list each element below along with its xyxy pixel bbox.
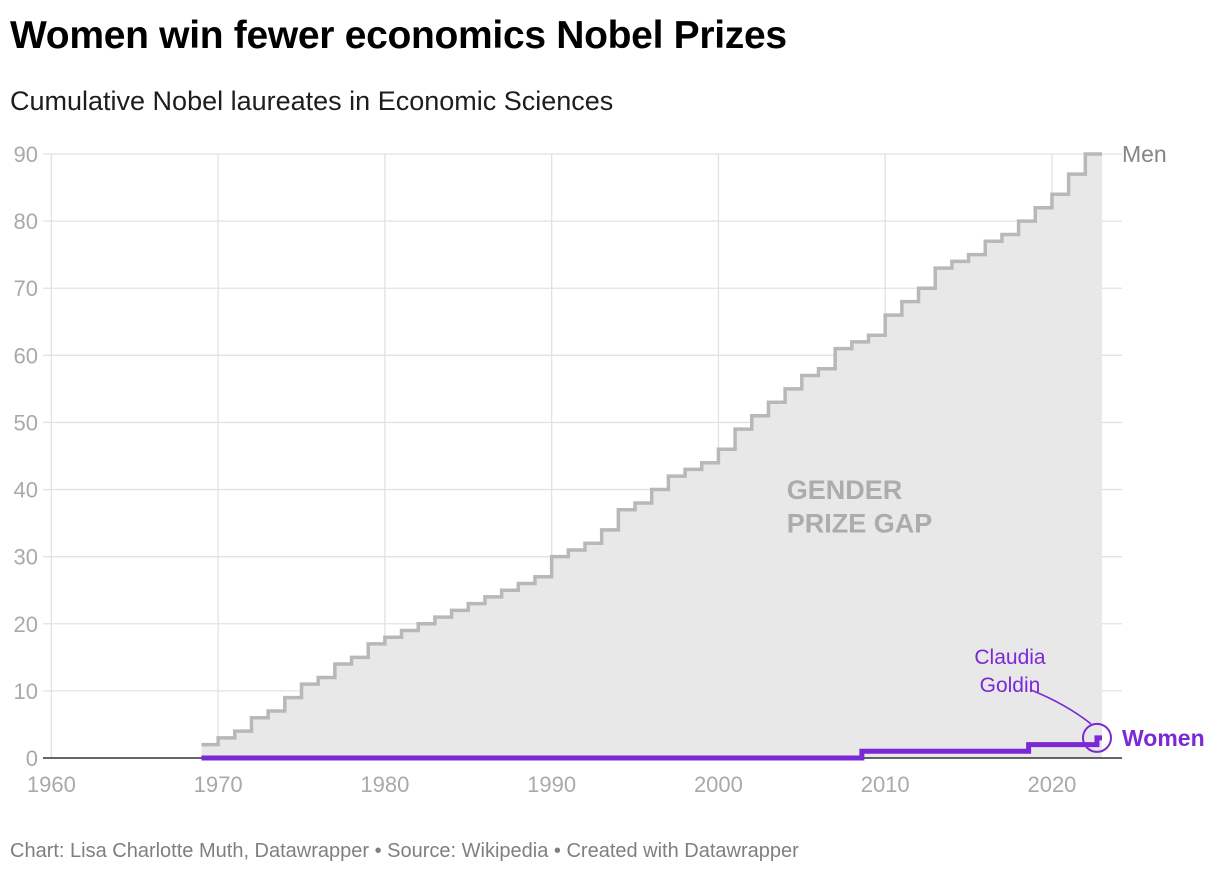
y-tick-label: 20 xyxy=(14,612,38,637)
x-tick-label: 1960 xyxy=(27,772,76,797)
goldin-annotation-line1: Claudia xyxy=(974,646,1046,669)
y-tick-label: 0 xyxy=(26,746,38,771)
x-tick-label: 1980 xyxy=(360,772,409,797)
x-tick-label: 2000 xyxy=(694,772,743,797)
x-tick-label: 2010 xyxy=(861,772,910,797)
tick-labels: 0 10 20 30 40 50 60 70 80 90 1960 1970 1980 1990 2000 2… xyxy=(14,142,1077,797)
y-tick-label: 80 xyxy=(14,209,38,234)
chart-subtitle: Cumulative Nobel laureates in Economic S… xyxy=(10,86,614,116)
y-tick-label: 70 xyxy=(14,276,38,301)
gender-gap-label-line2: PRIZE GAP xyxy=(787,509,933,539)
y-tick-label: 30 xyxy=(14,545,38,570)
y-tick-label: 90 xyxy=(14,142,38,167)
goldin-annotation-line2: Goldin xyxy=(980,674,1041,697)
gender-gap-label-line1: GENDER xyxy=(787,475,903,505)
goldin-highlight-circle xyxy=(1081,722,1112,753)
men-series-line xyxy=(201,152,1102,747)
x-tick-label: 2020 xyxy=(1027,772,1076,797)
y-tick-label: 40 xyxy=(14,478,38,503)
women-series-label: Women xyxy=(1122,725,1205,751)
men-area xyxy=(201,154,1102,758)
women-series-line xyxy=(201,735,1102,761)
x-tick-label: 1970 xyxy=(194,772,243,797)
men-series-label: Men xyxy=(1122,141,1167,167)
chart-title: Women win fewer economics Nobel Prizes xyxy=(10,14,787,57)
goldin-annotation-connector xyxy=(1030,689,1092,725)
y-tick-label: 60 xyxy=(14,343,38,368)
y-tick-label: 50 xyxy=(14,410,38,435)
x-tick-label: 1990 xyxy=(527,772,576,797)
chart-footer: Chart: Lisa Charlotte Muth, Datawrapper … xyxy=(10,840,799,862)
y-tick-label: 10 xyxy=(14,679,38,704)
